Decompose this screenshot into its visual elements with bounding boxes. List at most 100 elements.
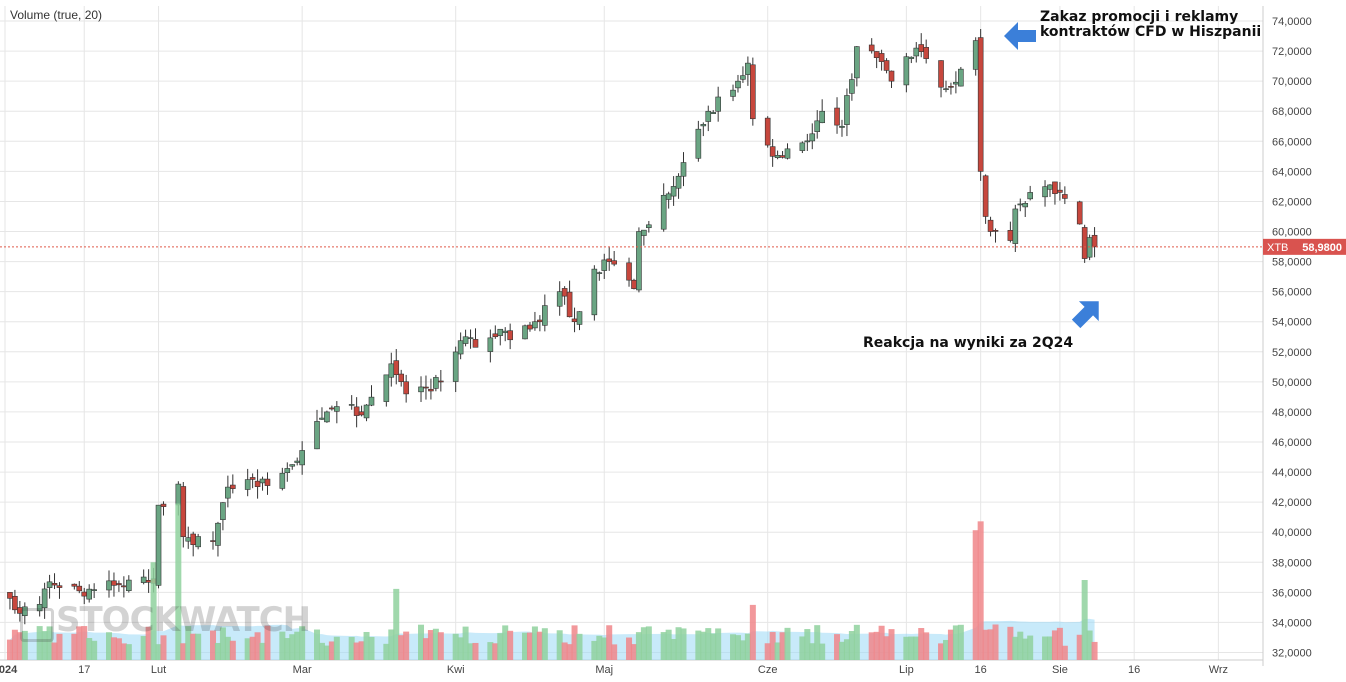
volume-bar [834, 634, 841, 660]
volume-bar [556, 630, 563, 660]
y-tick-label: 58,0000 [1272, 257, 1312, 269]
volume-bar [730, 634, 737, 660]
candle-body [660, 194, 667, 230]
candle-body [393, 360, 400, 375]
volume-bar [1042, 636, 1049, 660]
volume-bar [348, 636, 355, 660]
candle-body [180, 486, 187, 538]
volume-bar [640, 627, 647, 660]
candle-body [195, 536, 201, 548]
volume-bar [249, 636, 256, 660]
annotation-line-2: kontraktów CFD w Hiszpanii [1040, 24, 1262, 40]
candle-body [160, 503, 167, 507]
volume-bar [1081, 580, 1088, 660]
volume-bar [160, 635, 167, 660]
volume-bar [452, 633, 459, 660]
arrow-icon [1004, 22, 1036, 50]
candle-body [715, 96, 721, 112]
candle-body [611, 260, 617, 265]
y-tick-label: 54,0000 [1272, 317, 1312, 329]
volume-bar [576, 633, 583, 660]
candle-body [700, 124, 707, 127]
candle-body [452, 351, 459, 382]
candle-body [462, 336, 469, 344]
candle-body [106, 580, 112, 591]
volume-bar [571, 625, 578, 660]
y-tick-label: 44,0000 [1272, 467, 1312, 479]
volume-bar [210, 630, 217, 660]
volume-bar [91, 640, 98, 660]
candle-body [507, 330, 513, 341]
volume-bar [398, 635, 405, 660]
candle-body [140, 576, 147, 583]
candle-body [1042, 186, 1048, 198]
candle-body [284, 468, 291, 473]
candle-body [522, 325, 528, 340]
volume-bar [418, 624, 425, 660]
volume-bar [744, 633, 751, 660]
volume-bar [1086, 630, 1093, 660]
volume-bar [279, 631, 286, 660]
volume-bar [942, 639, 949, 660]
volume-bar [630, 644, 637, 660]
volume-bar [710, 633, 717, 660]
candle-body [849, 79, 855, 94]
candle-body [210, 540, 216, 542]
candle-body [215, 522, 221, 546]
volume-bar [214, 642, 221, 660]
volume-bar [531, 626, 538, 660]
volume-bar [368, 636, 375, 660]
volume-bar [938, 643, 945, 660]
candle-body [1086, 237, 1093, 258]
volume-bar [145, 626, 152, 660]
volume-bar [185, 626, 192, 660]
y-tick-label: 52,0000 [1272, 347, 1312, 359]
volume-bar [779, 632, 786, 660]
volume-bar [784, 627, 791, 660]
candle-body [839, 125, 845, 128]
volume-bar [853, 624, 860, 660]
volume-bar [150, 562, 157, 660]
y-tick-label: 48,0000 [1272, 407, 1312, 419]
candle-body [992, 230, 999, 232]
volume-bar [358, 641, 365, 660]
candle-body [537, 319, 543, 323]
candle-body [844, 95, 850, 125]
volume-bar [799, 636, 806, 660]
volume-bar [323, 645, 330, 660]
candle-body [348, 404, 355, 406]
candle-body [878, 53, 885, 62]
candle-body [7, 592, 13, 599]
candle-body [259, 478, 266, 484]
candle-body [987, 219, 994, 232]
volume-bar [814, 625, 821, 660]
candle-body [279, 472, 286, 489]
x-tick-label: Lut [151, 664, 166, 676]
candle-body [680, 162, 687, 177]
watermark-logo-icon [20, 608, 54, 642]
candle-body [12, 595, 18, 611]
volume-bar [388, 629, 395, 660]
candle-body [289, 464, 296, 467]
volume-bar [106, 632, 113, 660]
candle-body [46, 581, 53, 588]
candle-body [532, 321, 538, 329]
candle-body [913, 47, 920, 57]
candle-body [784, 148, 791, 159]
volume-bar [1056, 627, 1063, 660]
candle-body [576, 311, 583, 325]
volume-bar [51, 642, 58, 660]
y-tick-label: 32,0000 [1272, 647, 1312, 659]
volume-bar [635, 632, 642, 660]
y-tick-label: 38,0000 [1272, 557, 1312, 569]
volume-bar [878, 625, 885, 660]
candle-body [388, 363, 395, 378]
candle-body [566, 291, 573, 318]
volume-bar [507, 630, 514, 660]
candle-body [804, 140, 811, 143]
candle-body [1062, 194, 1068, 199]
volume-bar [1017, 631, 1024, 660]
volume-bar [606, 625, 613, 660]
x-tick-label: 2024 [0, 664, 18, 676]
volume-bar [680, 628, 687, 660]
